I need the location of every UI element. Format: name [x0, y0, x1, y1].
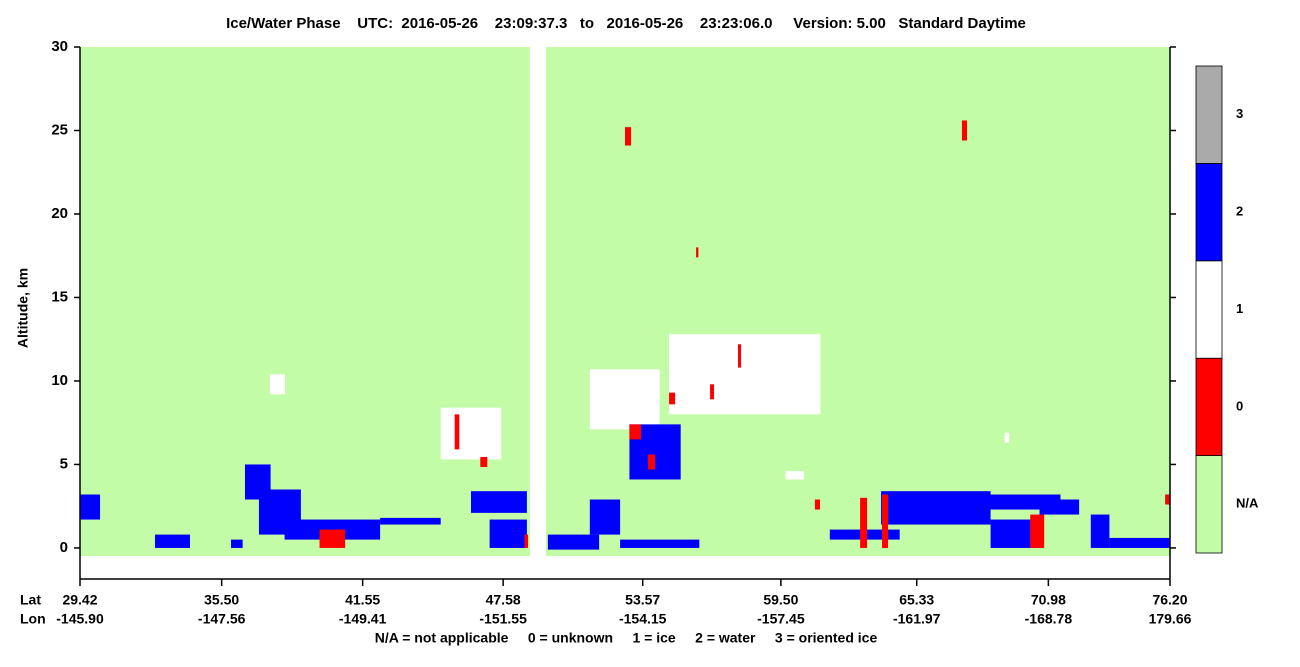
legend-note: N/A = not applicable 0 = unknown 1 = ice…	[375, 630, 878, 646]
phase-region	[1004, 432, 1010, 443]
phase-region	[669, 392, 676, 405]
phase-region	[470, 491, 527, 513]
x-tick-label: 65.33	[899, 592, 934, 608]
x-row-label: Lat	[20, 592, 41, 608]
y-axis-label: Altitude, km	[15, 268, 31, 348]
colorbar-swatch	[1195, 357, 1223, 457]
colorbar-label: 2	[1236, 204, 1243, 219]
phase-region	[620, 539, 700, 548]
y-tick-label: 25	[51, 121, 68, 138]
phase-region	[319, 529, 346, 548]
x-tick-label: 59.50	[763, 592, 798, 608]
phase-region	[625, 127, 632, 146]
colorbar-swatch	[1195, 162, 1223, 262]
x-tick-label: 53.57	[625, 592, 660, 608]
phase-region	[589, 499, 621, 535]
phase-region	[960, 494, 1061, 510]
phase-region	[696, 247, 699, 258]
phase-region	[524, 534, 529, 548]
phase-region	[454, 414, 460, 450]
x2-tick-label: 179.66	[1149, 611, 1192, 627]
x-tick-label: 35.50	[204, 592, 239, 608]
x2-tick-label: -157.45	[757, 611, 805, 627]
phase-region	[547, 534, 600, 550]
colorbar-swatch	[1195, 455, 1223, 554]
background-segment	[80, 47, 530, 556]
colorbar-label: 1	[1236, 301, 1243, 316]
y-tick-label: 0	[60, 539, 68, 556]
x-tick-label: 70.98	[1031, 592, 1066, 608]
phase-region	[155, 534, 190, 548]
x2-tick-label: -168.78	[1025, 611, 1073, 627]
phase-region	[710, 384, 715, 400]
phase-region	[1039, 499, 1080, 515]
phase-region	[489, 519, 527, 548]
phase-region	[80, 494, 101, 520]
y-tick-label: 20	[51, 205, 68, 222]
chart-title: Ice/Water Phase UTC: 2016-05-26 23:09:37…	[226, 15, 1026, 32]
x-tick-label: 47.58	[486, 592, 521, 608]
phase-region	[440, 407, 502, 460]
x2-tick-label: -145.90	[56, 611, 104, 627]
colorbar-label: 0	[1236, 398, 1243, 413]
phase-region	[1165, 494, 1170, 505]
phase-region	[230, 539, 243, 548]
phase-region	[269, 374, 286, 395]
x2-tick-label: -161.97	[893, 611, 941, 627]
colorbar-swatch	[1195, 65, 1223, 164]
phase-region	[1090, 514, 1110, 548]
background-segment	[546, 47, 1170, 556]
x-tick-label: 76.20	[1152, 592, 1187, 608]
x2-tick-label: -147.56	[198, 611, 246, 627]
phase-region	[814, 499, 821, 510]
colorbar-label: N/A	[1236, 496, 1259, 511]
colorbar-label: 3	[1236, 106, 1243, 121]
phase-region	[882, 494, 889, 548]
x2-tick-label: -151.55	[479, 611, 527, 627]
y-tick-label: 10	[51, 372, 68, 389]
phase-region	[785, 471, 805, 480]
x2-tick-label: -149.41	[339, 611, 387, 627]
y-tick-label: 15	[51, 288, 68, 305]
phase-region	[961, 120, 968, 141]
x2-tick-label: -154.15	[619, 611, 667, 627]
phase-region	[480, 456, 488, 467]
phase-region	[629, 424, 642, 440]
colorbar-swatch	[1195, 260, 1223, 359]
phase-region	[738, 344, 742, 368]
y-tick-label: 5	[60, 455, 68, 472]
phase-region	[1109, 537, 1170, 548]
phase-region	[1030, 514, 1045, 548]
phase-region	[669, 334, 821, 415]
phase-region	[589, 369, 660, 430]
phase-region	[380, 517, 441, 525]
x-tick-label: 29.42	[62, 592, 97, 608]
x2-row-label: Lon	[20, 611, 46, 627]
phase-region	[648, 454, 656, 470]
x-tick-label: 41.55	[345, 592, 380, 608]
phase-region	[860, 497, 868, 548]
y-tick-label: 30	[51, 38, 68, 55]
